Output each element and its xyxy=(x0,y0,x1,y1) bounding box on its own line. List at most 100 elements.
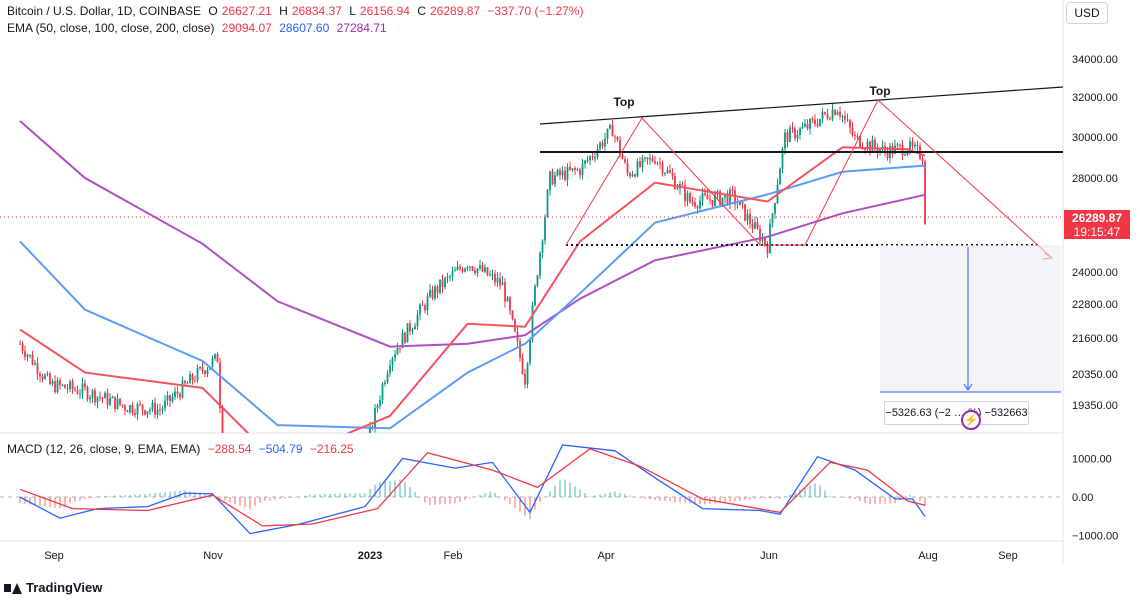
candle-body xyxy=(379,400,381,406)
candle-body xyxy=(476,268,479,274)
tradingview-logo[interactable]: TradingView xyxy=(4,580,102,595)
candle-body xyxy=(179,393,181,398)
lightning-icon[interactable]: ⚡ xyxy=(961,410,981,430)
candle-body xyxy=(809,119,811,129)
candle-body xyxy=(109,398,111,405)
candle-body xyxy=(681,184,684,186)
histogram-bar xyxy=(119,495,121,497)
histogram-bar xyxy=(594,495,596,497)
histogram-bar xyxy=(59,497,61,509)
top-label-2: Top xyxy=(869,84,890,98)
candle-body xyxy=(801,126,804,129)
candle-body xyxy=(29,354,31,356)
signal-line xyxy=(19,448,926,527)
candle-body xyxy=(342,488,344,491)
histogram-bar xyxy=(324,494,326,497)
candle-body xyxy=(806,123,809,129)
candle-body xyxy=(494,273,496,283)
histogram-bar xyxy=(369,488,371,497)
candle-body xyxy=(374,408,376,428)
histogram-bar xyxy=(704,497,706,505)
ohlc-header: Bitcoin / U.S. Dollar, 1D, COINBASE O 266… xyxy=(7,4,587,18)
candle-body xyxy=(486,267,489,276)
time-tick-label: Apr xyxy=(597,550,614,562)
price-tick-label: 22800.00 xyxy=(1072,299,1118,311)
candle-body xyxy=(201,367,204,371)
candle-body xyxy=(89,397,91,400)
candle-body xyxy=(289,477,291,486)
candle-body xyxy=(471,266,474,271)
candle-body xyxy=(509,297,511,311)
candle-body xyxy=(804,123,806,127)
candle-body xyxy=(761,238,764,241)
macd-legend: MACD (12, 26, close, 9, EMA, EMA) −288.5… xyxy=(7,442,358,456)
candle-body xyxy=(524,373,526,385)
candle-body xyxy=(424,305,426,311)
candle-body xyxy=(641,157,644,167)
candle-body xyxy=(854,134,856,136)
candle-body xyxy=(54,381,56,393)
histogram-bar xyxy=(904,497,906,498)
histogram-bar xyxy=(139,494,141,497)
candle-body xyxy=(76,390,79,394)
candle-body xyxy=(114,396,116,409)
ema50-line xyxy=(19,146,926,433)
candle-body xyxy=(899,144,901,146)
candle-body xyxy=(146,411,149,415)
candle-body xyxy=(312,478,314,482)
candle-body xyxy=(819,118,821,126)
candle-body xyxy=(21,343,24,352)
candle-body xyxy=(834,109,836,115)
candle-body xyxy=(549,171,551,191)
candle-body xyxy=(786,132,789,142)
candle-body xyxy=(759,228,761,241)
histogram-bar xyxy=(344,493,346,497)
candle-body xyxy=(699,200,701,209)
histogram-bar xyxy=(374,484,376,497)
histogram-bar xyxy=(294,497,296,498)
candle-body xyxy=(86,387,89,400)
candle-body xyxy=(896,144,899,146)
histogram-bar xyxy=(164,492,166,497)
histogram-bar xyxy=(19,497,21,504)
histogram-bar xyxy=(64,497,66,506)
candle-body xyxy=(911,141,914,147)
histogram-bar xyxy=(669,497,671,502)
histogram-bar xyxy=(724,497,726,503)
candle-body xyxy=(111,396,114,399)
candle-body xyxy=(726,194,729,205)
candle-body xyxy=(719,191,721,206)
candle-body xyxy=(39,373,41,377)
candle-body xyxy=(101,397,104,399)
candle-body xyxy=(771,213,774,224)
candle-body xyxy=(569,166,571,170)
histogram-bar xyxy=(129,494,131,497)
candle-body xyxy=(694,202,696,207)
time-tick-label: Nov xyxy=(203,550,223,562)
candle-body xyxy=(551,171,554,185)
candle-body xyxy=(434,286,436,299)
candle-body xyxy=(436,286,439,293)
candle-body xyxy=(536,275,539,287)
histogram-bar xyxy=(854,497,856,500)
ema-legend: EMA (50, close, 100, close, 200, close) … xyxy=(7,21,391,35)
time-tick-label: Sep xyxy=(44,550,64,562)
candle-body xyxy=(506,297,509,302)
candle-body xyxy=(99,396,101,398)
histogram-bar xyxy=(399,479,401,497)
candle-body xyxy=(734,190,736,205)
open-label: O xyxy=(208,4,218,18)
candle-body xyxy=(166,395,169,401)
currency-button[interactable]: USD xyxy=(1066,2,1108,24)
histogram-bar xyxy=(429,497,431,506)
rising-top-trendline[interactable] xyxy=(539,86,1064,125)
candle-body xyxy=(269,475,271,476)
candle-body xyxy=(134,413,136,415)
candle-body xyxy=(621,154,624,160)
candle-body xyxy=(634,174,636,177)
histogram-bar xyxy=(464,497,466,501)
candle-body xyxy=(349,486,351,489)
candle-body xyxy=(639,161,641,167)
histogram-bar xyxy=(679,497,681,503)
